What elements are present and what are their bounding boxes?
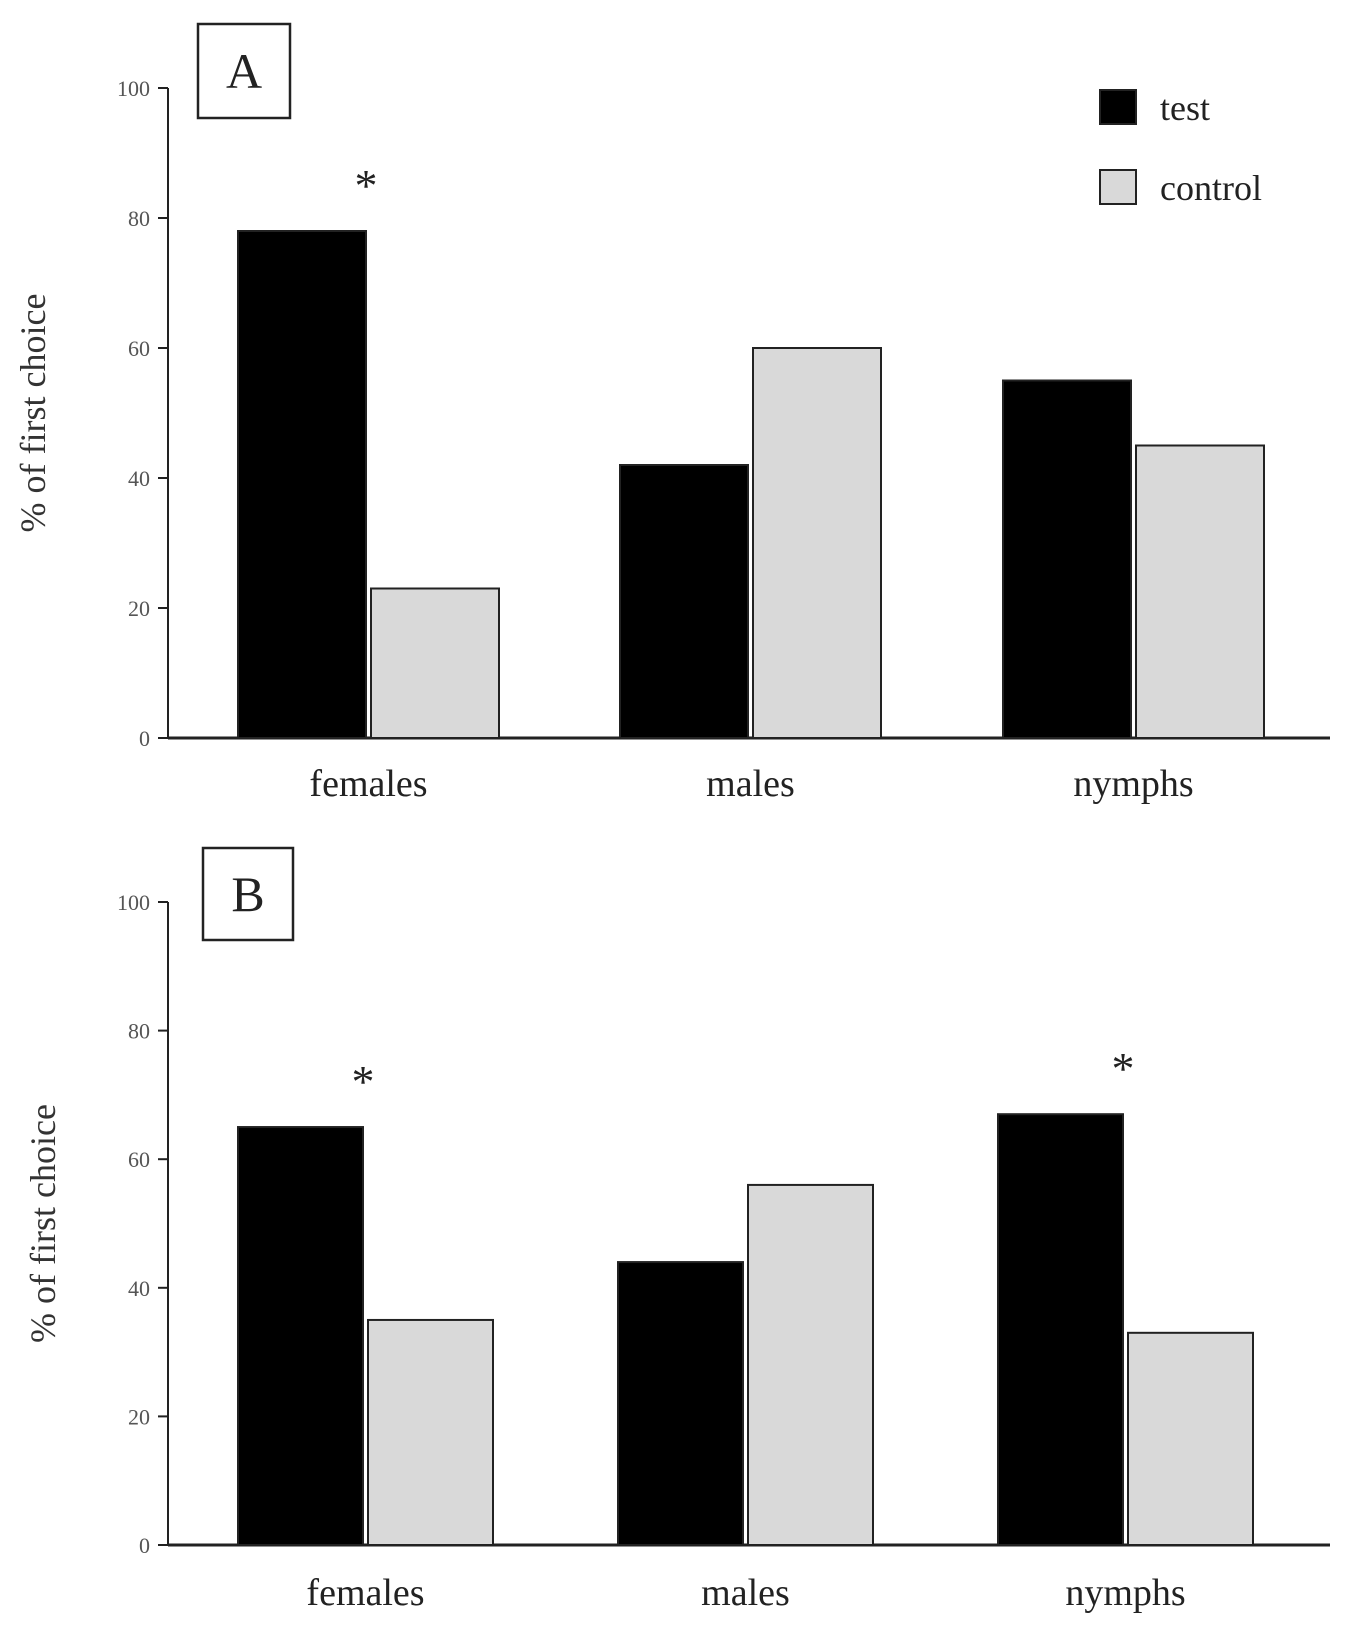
panel-b-label: B: [231, 866, 264, 922]
panel-b-bar-males-control: [747, 1183, 874, 1547]
panel-b-y-tick-label: 20: [128, 1404, 150, 1429]
panel-b-bar-nymphs-control: [1127, 1331, 1254, 1547]
panel-a-y-tick-label: 0: [139, 726, 150, 751]
panel-b-bar-nymphs-test: [997, 1113, 1124, 1546]
panel-a-x-tick-label-males: males: [706, 763, 795, 805]
panel-b-x-tick-label-females: females: [306, 1572, 424, 1614]
panel-a-legend-swatch-control: [1099, 169, 1137, 205]
panel-a-bar-females-test: [237, 230, 367, 739]
panel-b-bar-males-test: [617, 1261, 744, 1546]
panel-a-bar-nymphs-control: [1135, 444, 1265, 739]
panel-a-bar-males-control: [752, 347, 882, 739]
panel-a-label: A: [226, 43, 262, 99]
panel-a-x-tick-label-females: females: [309, 763, 427, 805]
panel-a-label-box: [196, 22, 292, 120]
panel-a-significance-females: *: [355, 160, 378, 211]
panel-b-y-tick-label: 40: [128, 1276, 150, 1301]
panel-b-significance-females: *: [352, 1056, 375, 1107]
panel-b-x-tick-label-males: males: [701, 1572, 790, 1614]
panel-b-y-axis-label: % of first choice: [23, 1104, 63, 1343]
panel-a-y-tick-label: 20: [128, 596, 150, 621]
panel-b-x-tick-label-nymphs: nymphs: [1065, 1572, 1185, 1614]
panel-a-legend-label-control: control: [1160, 168, 1262, 208]
panel-a-y-tick-label: 60: [128, 336, 150, 361]
panel-b-y-tick-label: 100: [117, 890, 150, 915]
panel-a-legend-label-test: test: [1160, 88, 1210, 128]
panel-b-significance-nymphs: *: [1112, 1043, 1135, 1094]
panel-a-legend-swatch-test: [1099, 89, 1137, 125]
panel-b-bar-females-test: [237, 1126, 364, 1547]
panel-b-bar-females-control: [367, 1318, 494, 1546]
panel-a-bar-males-test: [619, 464, 749, 739]
panel-a-y-tick-label: 100: [117, 76, 150, 101]
panel-a-bar-nymphs-test: [1002, 379, 1132, 739]
panel-a-x-tick-label-nymphs: nymphs: [1073, 763, 1193, 805]
panel-b-y-tick-label: 60: [128, 1147, 150, 1172]
panel-a-y-tick-label: 40: [128, 466, 150, 491]
panel-b-y-tick-label: 80: [128, 1019, 150, 1044]
panel-a-y-tick-label: 80: [128, 206, 150, 231]
panel-a-bar-females-control: [370, 587, 500, 739]
panel-b-y-tick-label: 0: [139, 1533, 150, 1558]
panel-a-y-axis-label: % of first choice: [13, 294, 53, 533]
panel-b-label-box: [201, 846, 295, 942]
